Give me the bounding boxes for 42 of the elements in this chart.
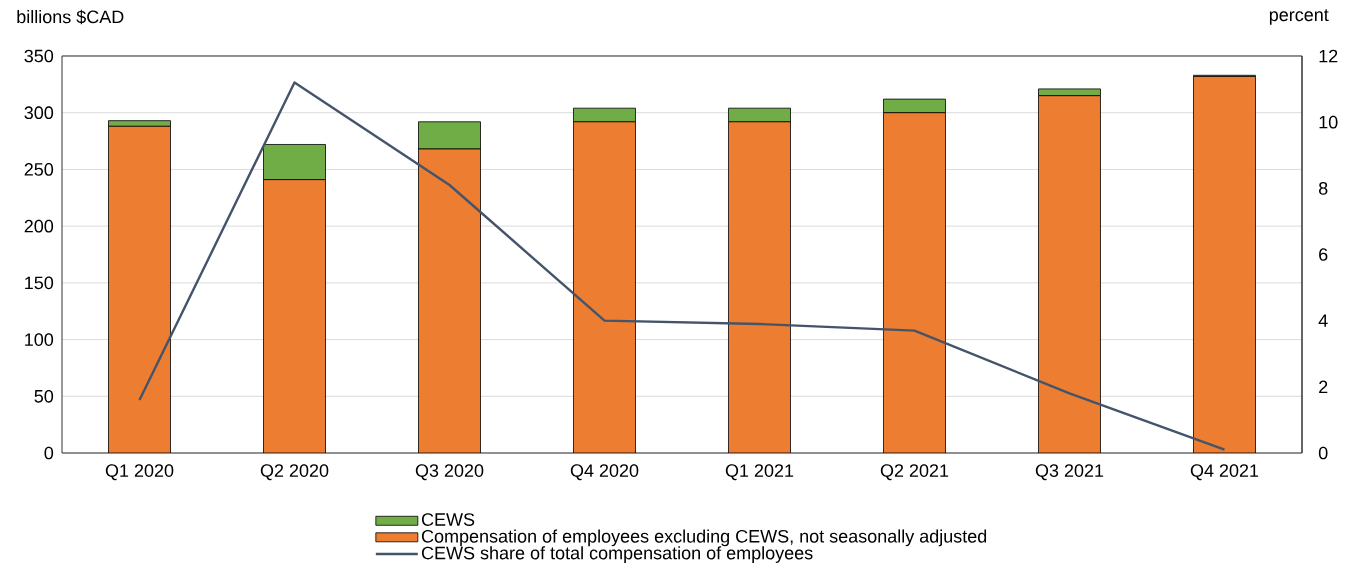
y-tick-label: 0 [44, 446, 54, 460]
x-tick-label: Q4 2021 [1190, 464, 1259, 481]
bar [418, 121, 481, 150]
bar [1038, 95, 1101, 453]
bar [263, 179, 326, 453]
x-tick-label: Q1 2020 [105, 464, 174, 481]
y2-tick-label: 0 [1318, 446, 1328, 460]
y-tick-label: 250 [24, 163, 54, 176]
legend-label: CEWS share of total compensation of employees [421, 546, 813, 563]
y-tick-label: 300 [24, 106, 54, 120]
y-tick-label: 150 [25, 276, 54, 290]
bar [418, 148, 481, 453]
y-tick-label: 50 [34, 389, 54, 403]
bar [573, 121, 636, 453]
x-tick-label: Q4 2020 [570, 464, 639, 481]
x-tick-label: Q3 2020 [415, 464, 484, 481]
x-tick-label: Q1 2021 [725, 464, 794, 481]
y-tick-label: 200 [24, 219, 54, 233]
x-tick-label: Q2 2021 [880, 464, 949, 481]
bar [573, 107, 636, 123]
bar [728, 107, 791, 123]
legend-label: CEWS [421, 513, 475, 526]
x-tick-label: Q3 2021 [1035, 464, 1104, 481]
bar [883, 112, 946, 453]
y2-tick-label: 12 [1319, 49, 1338, 63]
y-tick-label: 100 [25, 333, 54, 346]
y2-tick-label: 2 [1319, 380, 1328, 394]
line-series [138, 81, 1226, 451]
y2-axis-title: percent [1269, 9, 1329, 25]
bar [263, 144, 326, 181]
y2-tick-label: 6 [1319, 248, 1328, 261]
y2-tick-label: 8 [1318, 181, 1328, 195]
bar [883, 98, 946, 114]
x-tick-label: Q2 2020 [260, 464, 329, 481]
bar [108, 125, 171, 453]
y2-tick-label: 10 [1319, 115, 1338, 129]
y-tick-label: 350 [24, 49, 54, 63]
y-axis-title: billions $CAD [17, 9, 124, 25]
bar [1193, 76, 1256, 453]
y2-tick-label: 4 [1318, 314, 1328, 327]
legend-label: Compensation of employees excluding CEWS, not seasonally adjusted [421, 529, 987, 547]
bar [728, 121, 791, 453]
